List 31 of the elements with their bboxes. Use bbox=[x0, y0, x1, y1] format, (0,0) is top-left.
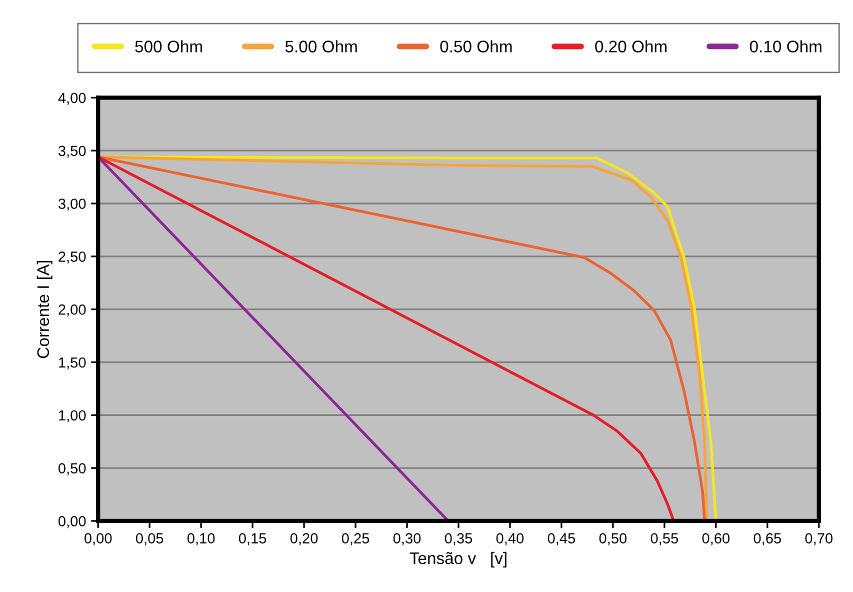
y-tick-label: 4,00 bbox=[58, 92, 86, 105]
x-tick-label: 0,65 bbox=[754, 533, 781, 546]
y-tick-label: 2,00 bbox=[58, 304, 86, 316]
legend-label: 0.10 Ohm bbox=[750, 40, 822, 52]
legend-label: 500 Ohm bbox=[135, 40, 202, 52]
y-tick-label: 1,00 bbox=[59, 410, 86, 422]
x-tick-label: 0,70 bbox=[805, 533, 833, 546]
x-tick-label: 0,10 bbox=[187, 533, 215, 546]
legend-label: 0.50 Ohm bbox=[440, 40, 512, 52]
x-tick-label: 0,20 bbox=[290, 533, 318, 546]
x-tick-label: 0,30 bbox=[393, 533, 421, 546]
y-tick-label: 2,50 bbox=[58, 252, 86, 264]
x-tick-label: 0,05 bbox=[136, 533, 164, 546]
x-tick-label: 0,25 bbox=[342, 533, 370, 546]
y-tick-label: 0,00 bbox=[58, 516, 86, 528]
x-tick-label: 0,45 bbox=[548, 533, 576, 546]
x-tick-label: 0,15 bbox=[238, 533, 266, 546]
x-tick-label: 0,60 bbox=[702, 533, 730, 546]
y-tick-label: 3,00 bbox=[58, 198, 86, 211]
y-tick-label: 0,50 bbox=[58, 463, 86, 476]
y-axis-title: Corrente I [A] bbox=[36, 260, 52, 358]
x-tick-label: 0,00 bbox=[84, 533, 112, 546]
x-tick-label: 0,35 bbox=[444, 533, 472, 546]
legend-label: 0.20 Ohm bbox=[595, 40, 667, 52]
x-tick-label: 0,40 bbox=[496, 533, 524, 546]
x-axis-title: Tensão v [v] bbox=[410, 552, 506, 568]
y-tick-label: 3,50 bbox=[58, 146, 86, 158]
y-tick-label: 1,50 bbox=[59, 357, 86, 370]
x-tick-label: 0,55 bbox=[650, 533, 678, 546]
x-tick-label: 0,50 bbox=[599, 533, 627, 546]
legend-label: 5.00 Ohm bbox=[285, 40, 357, 52]
